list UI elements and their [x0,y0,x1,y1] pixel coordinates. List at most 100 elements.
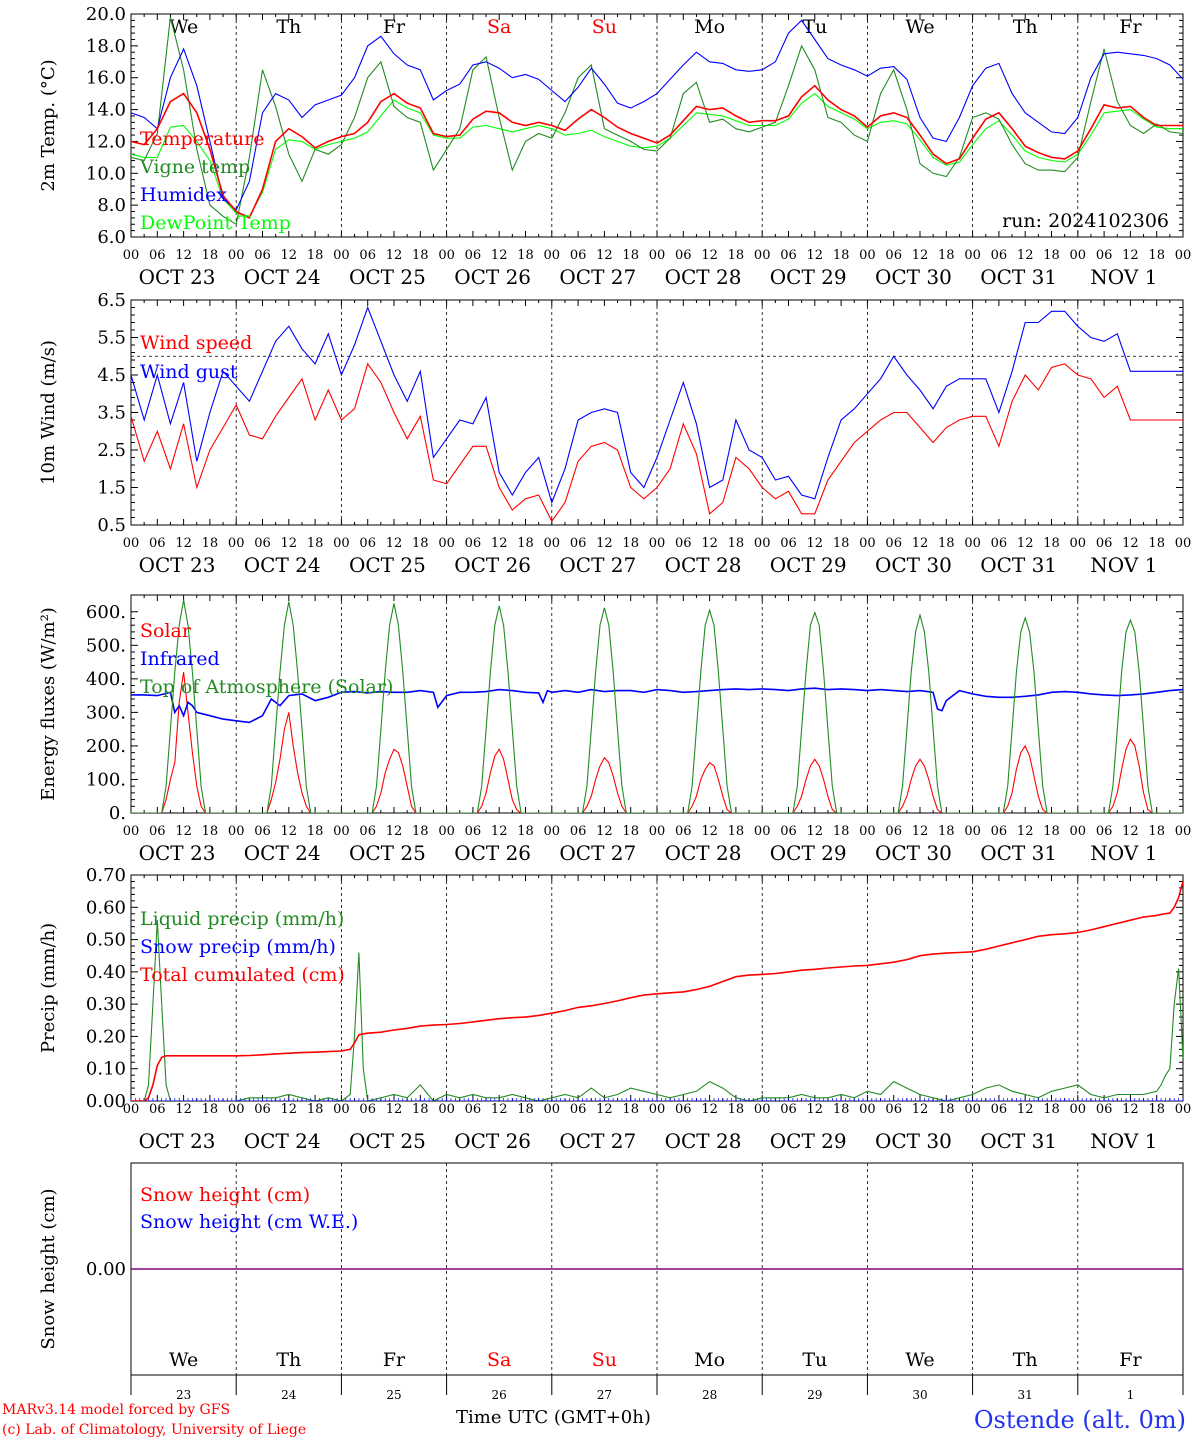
hour-tick-label: 00 [1175,1102,1192,1117]
hour-tick-label: 06 [570,824,587,839]
date-label: OCT 30 [875,265,952,289]
y-tick-label: 300. [86,702,126,723]
date-label: OCT 26 [454,265,531,289]
hour-tick-label: 00 [228,1102,245,1117]
date-label: OCT 28 [665,841,742,865]
hour-tick-label: 18 [412,1102,429,1117]
weekday-label: Sa [487,16,511,38]
weekday-label: Fr [1119,1349,1142,1371]
date-label: OCT 29 [770,1129,847,1153]
hour-tick-label: 18 [202,1102,219,1117]
hour-tick-label: 12 [491,824,508,839]
hour-tick-label: 12 [175,824,192,839]
weekday-label: Sa [487,1349,511,1371]
hour-tick-label: 18 [517,1102,534,1117]
hour-tick-label: 00 [544,536,561,551]
series-line-liquid-precip-mm-h- [131,920,1183,1101]
hour-tick-label: 12 [1122,536,1139,551]
hour-tick-label: 06 [254,824,271,839]
panel-energy: 0. 100. 200. 300. 400. 500. 600. Energy fluxes … [38,594,1191,865]
hour-tick-label: 00 [544,824,561,839]
y-tick-label: 0.50 [86,930,126,951]
weekday-label: Th [276,16,301,38]
hour-tick-label: 12 [1122,824,1139,839]
hour-tick-label: 00 [964,248,981,263]
hour-tick-label: 12 [596,248,613,263]
hour-tick-label: 18 [622,248,639,263]
panel-precip: 0.00 0.10 0.20 0.30 0.40 0.50 0.60 0.70 Precip (… [38,865,1191,1153]
hour-tick-label: 18 [1148,536,1165,551]
hour-tick-label: 06 [570,1102,587,1117]
hour-tick-label: 00 [333,824,350,839]
y-tick-label: 3.5 [97,403,126,424]
hour-tick-label: 18 [307,1102,324,1117]
model-credit: MARv3.14 model forced by GFS [2,1402,230,1418]
y-tick-label: 0.70 [86,865,126,886]
hour-tick-label: 00 [754,248,771,263]
hour-tick-label: 12 [491,248,508,263]
day-number-label: 28 [702,1388,717,1402]
weekday-label: Tu [802,1349,827,1371]
y-tick-label: 8.0 [97,195,126,216]
hour-tick-label: 00 [1070,248,1087,263]
hour-tick-label: 06 [780,536,797,551]
weekday-label: Th [276,1349,301,1371]
day-number-label: 23 [176,1388,191,1402]
hour-tick-label: 00 [438,536,455,551]
date-label: OCT 24 [244,1129,321,1153]
hour-tick-label: 18 [833,536,850,551]
y-tick-label: 0. [109,803,126,824]
hour-tick-label: 12 [912,536,929,551]
hour-tick-label: 06 [1096,1102,1113,1117]
hour-tick-label: 12 [912,824,929,839]
series-line-infrared [131,687,1183,724]
hour-tick-label: 18 [938,248,955,263]
hour-tick-label: 18 [938,824,955,839]
hour-tick-label: 18 [412,248,429,263]
hour-tick-label: 18 [202,536,219,551]
date-label: OCT 31 [980,265,1057,289]
hour-tick-label: 12 [281,248,298,263]
legend-entry: Wind speed [140,332,252,354]
hour-tick-label: 18 [833,824,850,839]
date-label: NOV 1 [1090,553,1157,577]
date-label: OCT 24 [244,265,321,289]
weekday-label: Fr [383,16,406,38]
legend-entry: Liquid precip (mm/h) [140,908,344,930]
weekday-label: Th [1013,16,1038,38]
hour-tick-label: 18 [938,536,955,551]
legend-entry: Snow height (cm) [140,1184,310,1206]
date-label: OCT 28 [665,553,742,577]
date-label: OCT 24 [244,553,321,577]
hour-tick-label: 06 [465,248,482,263]
series-line-solar [131,672,1183,813]
date-label: OCT 26 [454,553,531,577]
hour-tick-label: 12 [807,248,824,263]
date-label: OCT 28 [665,1129,742,1153]
date-label: NOV 1 [1090,841,1157,865]
panel-wind: 0.5 1.5 2.5 3.5 4.5 5.5 6.5 10m Wind (m/s) 00 06 1… [38,290,1191,577]
hour-tick-label: 18 [1043,536,1060,551]
date-label: OCT 25 [349,265,426,289]
date-label: OCT 27 [559,841,636,865]
weekday-label: Tu [802,16,827,38]
date-label: NOV 1 [1090,265,1157,289]
hour-tick-label: 00 [123,248,140,263]
hour-tick-label: 12 [701,248,718,263]
hour-tick-label: 06 [1096,536,1113,551]
series-line-temperature [131,84,1183,219]
hour-tick-label: 18 [622,536,639,551]
y-tick-label: 0.20 [86,1026,126,1047]
hour-tick-label: 00 [754,1102,771,1117]
hour-tick-label: 12 [807,536,824,551]
hour-tick-label: 00 [438,824,455,839]
hour-tick-label: 06 [885,824,902,839]
hour-tick-label: 18 [833,248,850,263]
hour-tick-label: 00 [123,536,140,551]
y-tick-label: 500. [86,635,126,656]
hour-tick-label: 06 [991,1102,1008,1117]
hour-tick-label: 00 [544,1102,561,1117]
y-axis-title: Snow height (cm) [38,1188,59,1349]
y-tick-label: 20.0 [86,4,126,25]
y-tick-label: 6.0 [97,227,126,248]
